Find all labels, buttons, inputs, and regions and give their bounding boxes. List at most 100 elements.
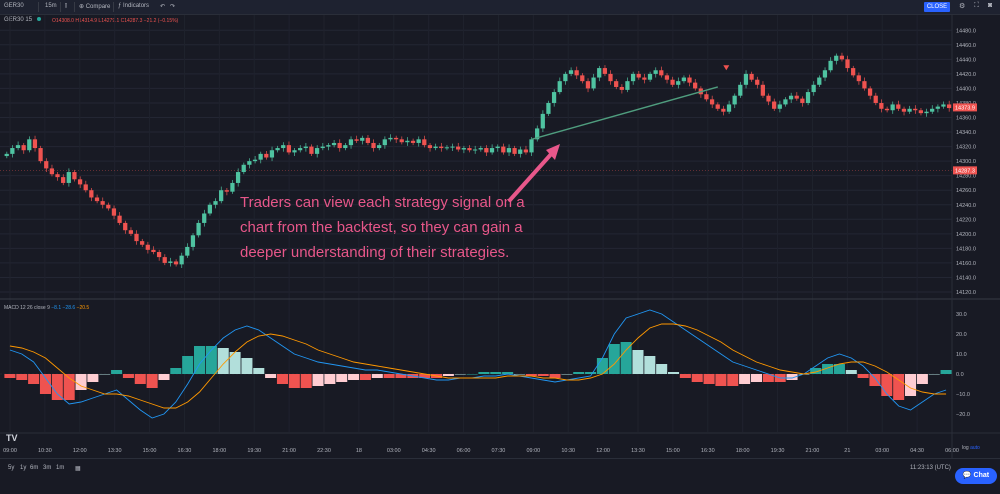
histogram-bar bbox=[703, 374, 715, 384]
auto-toggle[interactable]: auto bbox=[970, 445, 980, 451]
time-tick-label: 13:30 bbox=[631, 448, 645, 454]
histogram-bar bbox=[561, 374, 573, 375]
candle-body bbox=[501, 146, 506, 153]
histogram-bar bbox=[750, 374, 762, 382]
histogram-bar bbox=[478, 372, 490, 374]
candle-body bbox=[506, 148, 512, 153]
price-tick-label: 14140.0 bbox=[956, 275, 976, 281]
range-3m[interactable]: 3m bbox=[43, 465, 52, 471]
chat-button[interactable]: 💬 Chat bbox=[955, 468, 997, 484]
histogram-bar bbox=[419, 374, 431, 378]
range-1m[interactable]: 1m bbox=[56, 465, 65, 471]
range-6m[interactable]: 6m bbox=[30, 465, 39, 471]
histogram-bar bbox=[39, 374, 51, 394]
time-tick-label: 15:00 bbox=[143, 448, 157, 454]
histogram-bar bbox=[276, 374, 288, 384]
histogram-bar bbox=[454, 374, 466, 375]
candle-body bbox=[94, 197, 100, 202]
candle-body bbox=[924, 111, 929, 114]
candle-body bbox=[563, 73, 568, 82]
candle-body bbox=[343, 145, 348, 149]
calendar-icon[interactable]: ▦ bbox=[75, 466, 81, 472]
histogram-bar bbox=[585, 372, 597, 374]
camera-icon[interactable]: ◙ bbox=[988, 2, 993, 9]
histogram-bar bbox=[573, 372, 585, 374]
annotation-text: Traders can view each strategy signal on… bbox=[240, 194, 525, 261]
candle-body bbox=[896, 104, 901, 109]
interval-selector[interactable]: 15m bbox=[45, 3, 57, 9]
time-tick-label: 09:00 bbox=[526, 448, 540, 454]
chart-type-icon[interactable]: ⫾ bbox=[65, 3, 67, 9]
log-toggle[interactable]: log bbox=[962, 445, 969, 451]
candle-body bbox=[608, 73, 613, 82]
histogram-bar bbox=[679, 374, 691, 378]
strategy-signal-line bbox=[531, 65, 730, 140]
histogram-bar bbox=[134, 374, 146, 384]
candle-body bbox=[681, 77, 686, 82]
candle-body bbox=[269, 150, 275, 158]
histogram-bar bbox=[940, 370, 952, 374]
histogram-bar bbox=[762, 374, 774, 382]
candle-body bbox=[247, 161, 252, 165]
histogram-bar bbox=[4, 374, 16, 378]
price-tick-label: 14440.0 bbox=[956, 57, 976, 63]
time-tick-label: 19:30 bbox=[771, 448, 785, 454]
histogram-bar bbox=[170, 368, 182, 374]
indicators-button[interactable]: ƒ Indicators bbox=[118, 3, 150, 9]
candle-body bbox=[478, 148, 483, 150]
histogram-bar bbox=[194, 346, 206, 374]
candle-body bbox=[755, 79, 760, 85]
candle-body bbox=[292, 150, 297, 153]
candle-body bbox=[884, 108, 890, 111]
candle-body bbox=[642, 77, 647, 80]
clock-readout[interactable]: 11:23:13 (UTC) bbox=[910, 465, 951, 471]
candle-body bbox=[162, 257, 167, 263]
candle-body bbox=[410, 140, 416, 143]
candle-body bbox=[21, 145, 26, 151]
histogram-bar bbox=[668, 372, 680, 374]
candle-body bbox=[585, 81, 591, 89]
symbol-search[interactable]: GER30 bbox=[4, 3, 24, 9]
price-tick-label: 14480.0 bbox=[956, 28, 976, 34]
candle-body bbox=[106, 204, 111, 209]
candle-body bbox=[890, 104, 895, 111]
histogram-bar bbox=[727, 374, 739, 386]
candle-body bbox=[614, 81, 619, 87]
candle-body bbox=[495, 146, 500, 149]
candle-body bbox=[546, 102, 551, 114]
candle-body bbox=[856, 75, 861, 82]
candle-body bbox=[704, 94, 709, 100]
candle-body bbox=[416, 139, 421, 143]
fullscreen-icon[interactable]: ⛶ bbox=[974, 2, 979, 9]
price-tick-label: 14300.0 bbox=[956, 159, 976, 165]
range-1y[interactable]: 1y bbox=[20, 465, 27, 471]
candle-body bbox=[653, 70, 658, 74]
macd-tick-label: −20.0 bbox=[956, 412, 970, 418]
histogram-bar bbox=[715, 374, 727, 386]
candle-body bbox=[540, 113, 545, 129]
candle-body bbox=[286, 145, 291, 153]
candle-body bbox=[760, 84, 765, 96]
macd-axis: 30.0 20.0 10.0 0.0 −10.0 −20.0 bbox=[956, 312, 970, 418]
range-5y[interactable]: 5y bbox=[8, 465, 15, 471]
price-tick-label: 14240.0 bbox=[956, 203, 976, 209]
candle-body bbox=[382, 139, 387, 146]
compare-button[interactable]: ⊕ Compare bbox=[79, 4, 111, 10]
candle-body bbox=[935, 106, 940, 109]
histogram-bar bbox=[395, 374, 407, 378]
time-axis: 09:00 10:30 12:00 13:30 15:00 16:30 18:00 19:30… bbox=[3, 448, 959, 454]
candle-body bbox=[298, 148, 303, 151]
settings-icon[interactable]: ⚙ bbox=[959, 3, 966, 10]
redo-icon[interactable]: ↷ bbox=[170, 4, 176, 10]
candle-body bbox=[693, 82, 698, 89]
time-tick-label: 18:00 bbox=[736, 448, 750, 454]
undo-icon[interactable]: ↶ bbox=[160, 4, 166, 10]
toolbar-divider bbox=[38, 2, 39, 12]
close-button[interactable]: CLOSE bbox=[924, 2, 950, 12]
time-tick-label: 13:30 bbox=[108, 448, 122, 454]
histogram-bar bbox=[905, 374, 917, 396]
candle-body bbox=[811, 84, 816, 93]
time-tick-label: 15:00 bbox=[666, 448, 680, 454]
candle-body bbox=[235, 172, 241, 183]
